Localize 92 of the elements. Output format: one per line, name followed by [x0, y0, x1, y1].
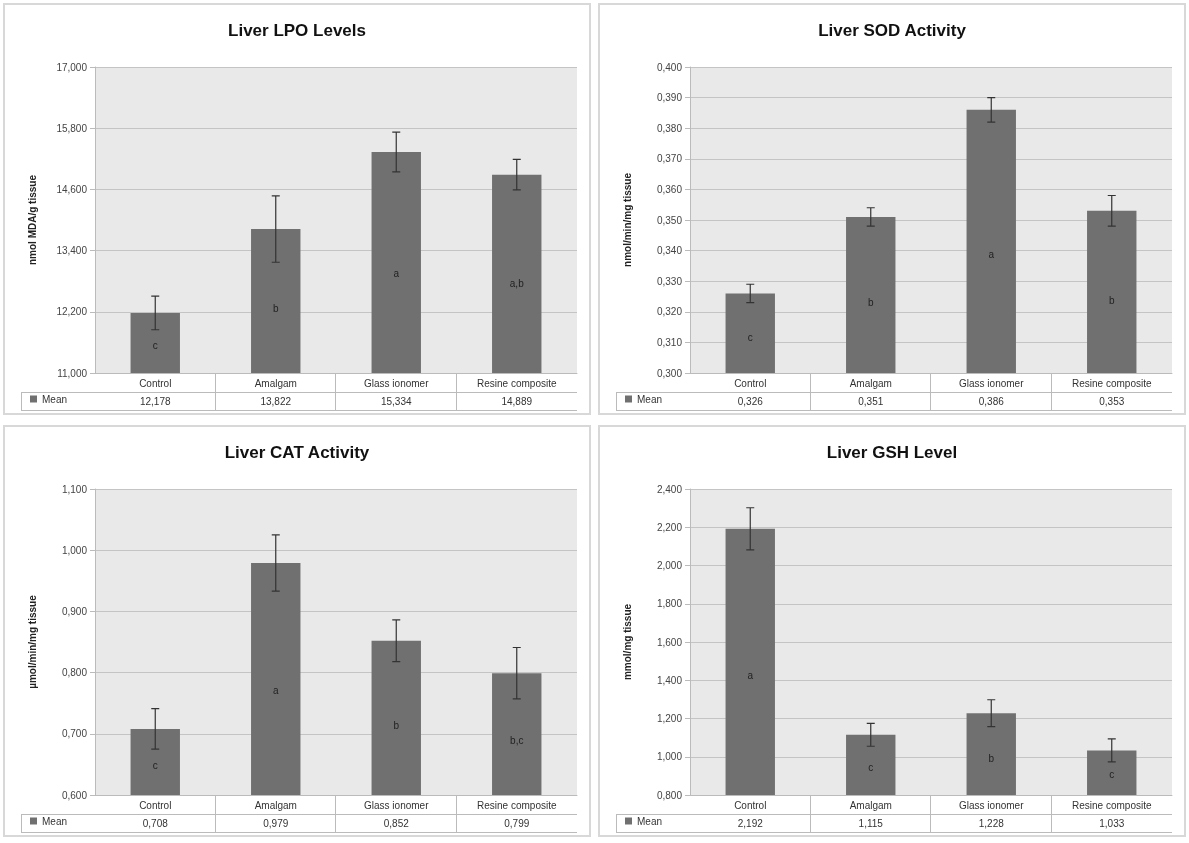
y-tick-label: 12,200: [56, 306, 88, 318]
y-axis-title: nmol/min/mg tissue: [621, 172, 633, 267]
data-label: 0,708: [142, 818, 169, 829]
x-tick-label: Resine composite: [477, 377, 557, 389]
y-tick-label: 1,800: [656, 598, 683, 610]
annotation: c: [868, 762, 874, 774]
y-tick-label: 2,000: [656, 560, 683, 571]
x-tick-label: Control: [734, 799, 767, 811]
x-tick-label: Glass ionomer: [364, 799, 430, 811]
y-tick-label: 17,000: [56, 61, 88, 73]
y-tick-label: 1,400: [656, 674, 683, 686]
legend-label: Mean: [42, 393, 68, 405]
y-tick-label: 0,300: [656, 367, 683, 379]
x-tick-label: Amalgam: [254, 377, 297, 389]
annotation: b: [272, 302, 279, 314]
y-axis-title: nmol MDA/g tissue: [26, 174, 38, 266]
annotation: b: [867, 297, 874, 309]
annotation: c: [152, 759, 158, 771]
y-tick-label: 0,800: [656, 789, 683, 801]
y-tick-label: 13,400: [56, 245, 88, 257]
annotation: b: [393, 720, 400, 732]
x-tick-label: Resine composite: [477, 799, 557, 811]
y-tick-label: 0,320: [656, 306, 683, 318]
data-label: 2,192: [737, 818, 764, 829]
y-tick-label: 15,800: [56, 122, 88, 134]
x-tick-label: Amalgam: [849, 377, 892, 389]
x-tick-label: Glass ionomer: [959, 799, 1025, 811]
y-tick-label: 0,350: [656, 214, 683, 226]
y-tick-label: 2,200: [656, 521, 683, 533]
annotation: a,b: [509, 278, 525, 290]
y-tick-label: 0,400: [656, 61, 683, 73]
annotation: b: [988, 752, 995, 764]
data-label: 0,353: [1099, 396, 1125, 407]
x-tick-label: Control: [734, 377, 767, 389]
x-tick-label: Amalgam: [254, 799, 297, 811]
x-tick-label: Amalgam: [849, 799, 892, 811]
data-label: 15,334: [380, 396, 412, 407]
legend-label: Mean: [637, 393, 663, 405]
chart-title: Liver LPO Levels: [228, 21, 366, 40]
data-label: 0,326: [737, 396, 764, 407]
y-tick-label: 1,600: [656, 636, 683, 648]
data-label: 1,115: [858, 818, 884, 829]
y-tick-label: 11,000: [57, 367, 88, 379]
x-tick-label: Resine composite: [1072, 377, 1152, 389]
chart-title: Liver SOD Activity: [818, 21, 967, 40]
x-tick-label: Control: [139, 377, 172, 389]
y-tick-label: 0,380: [656, 122, 683, 134]
legend-label: Mean: [637, 815, 663, 827]
y-tick-label: 0,370: [656, 153, 683, 165]
x-tick-label: Resine composite: [1072, 799, 1152, 811]
y-tick-label: 1,200: [656, 713, 683, 724]
x-tick-label: Glass ionomer: [959, 377, 1025, 389]
annotation: b: [1108, 294, 1115, 306]
data-label: 0,351: [858, 396, 884, 407]
data-label: 0,386: [978, 396, 1005, 407]
y-tick-label: 2,400: [656, 483, 683, 495]
annotation: a: [988, 249, 995, 261]
data-label: 13,822: [260, 396, 292, 407]
annotation: a: [272, 685, 279, 697]
annotation: a: [393, 268, 400, 280]
y-tick-label: 1,000: [656, 751, 683, 763]
y-tick-label: 0,600: [61, 789, 88, 801]
x-tick-label: Glass ionomer: [364, 377, 430, 389]
y-tick-label: 0,360: [656, 183, 683, 195]
annotation: c: [1109, 769, 1115, 781]
y-tick-label: 0,900: [61, 605, 88, 617]
chart-title: Liver CAT Activity: [224, 443, 370, 462]
y-tick-label: 0,800: [61, 667, 88, 679]
y-tick-label: 0,700: [61, 728, 88, 740]
x-tick-label: Control: [139, 799, 172, 811]
data-label: 0,979: [263, 818, 289, 829]
data-label: 12,178: [139, 396, 171, 407]
data-label: 0,799: [504, 818, 530, 829]
y-tick-label: 0,330: [656, 275, 683, 287]
data-label: 14,889: [501, 396, 533, 407]
legend-label: Mean: [42, 815, 68, 827]
chart-title: Liver GSH Level: [826, 443, 958, 462]
y-tick-label: 0,310: [656, 336, 683, 348]
y-axis-title: µmol/min/mg tissue: [26, 594, 38, 689]
data-label: 1,033: [1099, 818, 1125, 829]
annotation: b,c: [510, 734, 524, 746]
data-label: 0,852: [383, 818, 410, 829]
y-tick-label: 1,000: [61, 544, 88, 556]
y-tick-label: 0,390: [656, 92, 683, 104]
annotation: c: [152, 340, 158, 352]
y-tick-label: 1,100: [61, 483, 88, 495]
y-axis-title: mmol/mg tissue: [621, 603, 633, 681]
data-label: 1,228: [978, 818, 1005, 829]
y-tick-label: 14,600: [56, 183, 88, 195]
y-tick-label: 0,340: [656, 245, 683, 257]
annotation: c: [747, 331, 753, 343]
annotation: a: [747, 669, 754, 681]
